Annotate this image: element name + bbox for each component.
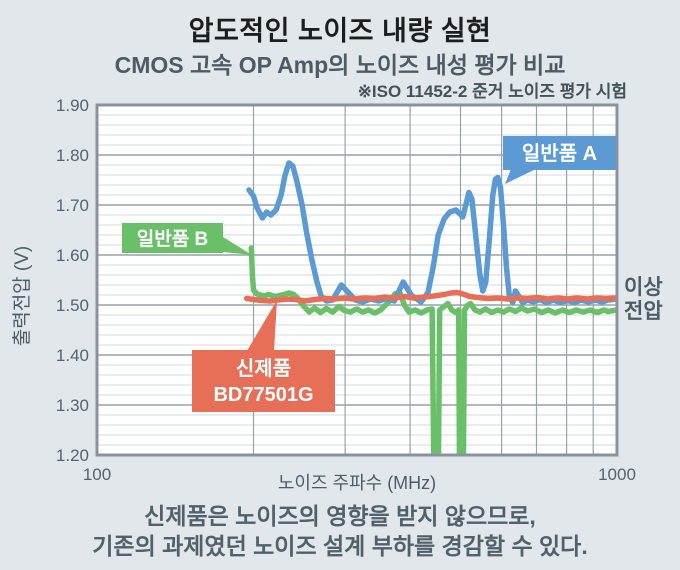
label-generic-b-pointer: [223, 237, 252, 255]
y-tick-label: 1.70: [56, 196, 89, 215]
y-tick-label: 1.90: [56, 96, 89, 115]
label-new-product-box: [192, 350, 335, 412]
label-new-product-pointer: [247, 300, 277, 351]
label-generic-b-text: 일반품 B: [137, 228, 208, 250]
label-generic-b: 일반품 B: [122, 223, 252, 255]
y-axis-title: 출력전압 (V): [11, 246, 33, 347]
label-new-product: 신제품 BD77501G: [192, 300, 335, 412]
y-tick-label: 1.30: [56, 396, 89, 415]
test-standard-note: ※ISO 11452-2 준거 노이즈 평가 시험: [357, 82, 627, 101]
caption-line-1: 신제품은 노이즈의 영향을 받지 않으므로,: [144, 503, 536, 529]
series-line-generic-a: [246, 160, 617, 306]
x-tick-label: 100: [83, 465, 111, 484]
x-tick-label: 1000: [598, 465, 636, 484]
series-line-generic-b: [248, 245, 617, 455]
label-generic-b-box: [122, 223, 223, 253]
page-subtitle: CMOS 고속 OP Amp의 노이즈 내성 평가 비교: [114, 52, 566, 78]
y-tick-label: 1.40: [56, 346, 89, 365]
label-generic-a: 일반품 A: [503, 136, 616, 184]
page-title: 압도적인 노이즈 내량 실현: [188, 16, 492, 46]
caption-line-2: 기존의 과제였던 노이즈 설계 부하를 경감할 수 있다.: [92, 533, 588, 559]
y-tick-label: 1.80: [56, 146, 89, 165]
plot-border: [95, 103, 619, 457]
x-axis-title: 노이즈 주파수 (MHz): [278, 473, 436, 493]
chart-caption: 신제품은 노이즈의 영향을 받지 않으므로, 기존의 과제였던 노이즈 설계 부…: [0, 501, 680, 561]
series-line-new-product: [243, 289, 617, 304]
y-tick-label: 1.60: [56, 246, 89, 265]
y-tick-label: 1.50: [56, 296, 89, 315]
label-new-product-text: 신제품: [236, 357, 291, 380]
y-tick-label: 1.20: [56, 446, 89, 465]
label-generic-a-pointer: [505, 169, 536, 184]
label-ideal-voltage-text: 전압: [624, 300, 663, 323]
label-generic-a-text: 일반품 A: [522, 142, 597, 165]
label-ideal-voltage-text: 이상: [624, 276, 663, 299]
label-new-product-text: BD77501G: [213, 384, 313, 406]
label-generic-a-box: [503, 136, 616, 170]
